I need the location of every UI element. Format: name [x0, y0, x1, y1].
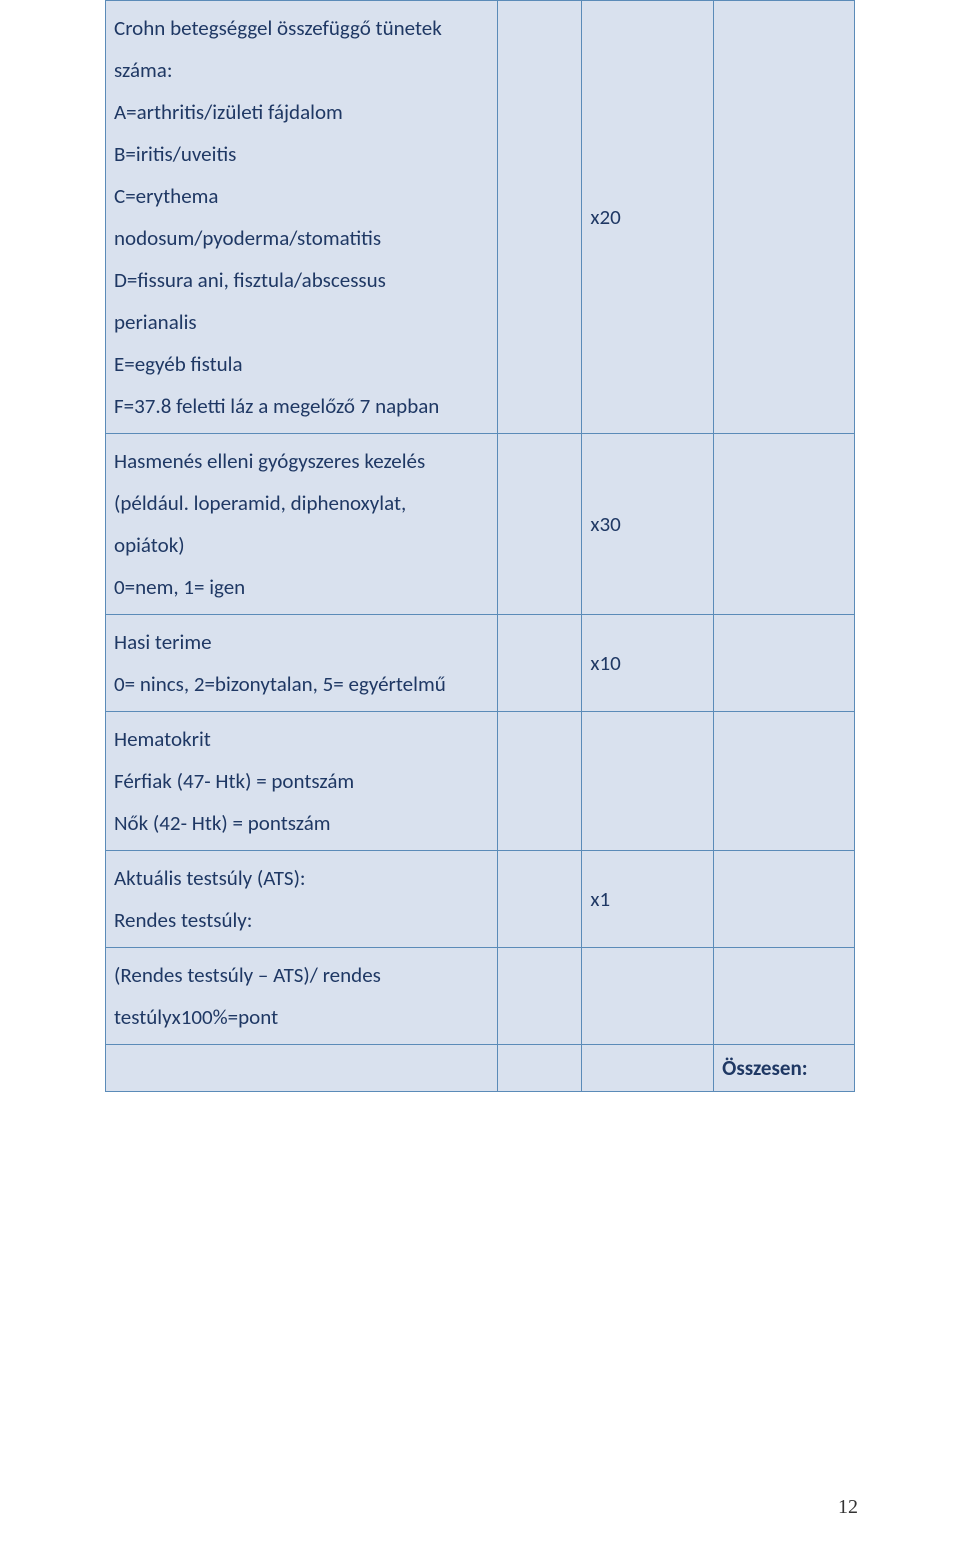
- multiplier-cell: x20: [582, 1, 714, 434]
- cell-line: Férfiak (47- Htk) = pontszám: [114, 760, 489, 802]
- cell-line: F=37.8 feletti láz a megelőző 7 napban: [114, 385, 489, 427]
- cell-line: 0= nincs, 2=bizonytalan, 5= egyértelmű: [114, 663, 489, 705]
- criteria-cell: (Rendes testsúly – ATS)/ rendes testúlyx…: [106, 948, 498, 1045]
- cell-line: opiátok): [114, 524, 489, 566]
- multiplier-cell: [582, 712, 714, 851]
- cell-line: nodosum/pyoderma/stomatitis: [114, 217, 489, 259]
- cell-line: Rendes testsúly:: [114, 899, 489, 941]
- cell-line: Hasmenés elleni gyógyszeres kezelés: [114, 440, 489, 482]
- cell-line: 0=nem, 1= igen: [114, 566, 489, 608]
- cell-line: (Rendes testsúly – ATS)/ rendes: [114, 954, 489, 996]
- multiplier-cell: x10: [582, 615, 714, 712]
- cell-line: B=iritis/uveitis: [114, 133, 489, 175]
- value-cell: [497, 434, 582, 615]
- table-row: Hematokrit Férfiak (47- Htk) = pontszám …: [106, 712, 855, 851]
- cell-line: Hasi terime: [114, 621, 489, 663]
- footer-cell: [582, 1045, 714, 1092]
- score-cell: [714, 1, 855, 434]
- page-number: 12: [838, 1496, 858, 1519]
- multiplier-cell: x30: [582, 434, 714, 615]
- page-container: Crohn betegséggel összefüggő tünetek szá…: [0, 0, 960, 1092]
- value-cell: [497, 851, 582, 948]
- criteria-cell: Hematokrit Férfiak (47- Htk) = pontszám …: [106, 712, 498, 851]
- table-row: Aktuális testsúly (ATS): Rendes testsúly…: [106, 851, 855, 948]
- criteria-cell: Hasi terime 0= nincs, 2=bizonytalan, 5= …: [106, 615, 498, 712]
- cell-line: A=arthritis/izületi fájdalom: [114, 91, 489, 133]
- footer-cell: [106, 1045, 498, 1092]
- score-cell: [714, 712, 855, 851]
- cell-line: perianalis: [114, 301, 489, 343]
- table-row: (Rendes testsúly – ATS)/ rendes testúlyx…: [106, 948, 855, 1045]
- score-cell: [714, 615, 855, 712]
- cell-line: Nők (42- Htk) = pontszám: [114, 802, 489, 844]
- table-row: Hasmenés elleni gyógyszeres kezelés (pél…: [106, 434, 855, 615]
- value-cell: [497, 1, 582, 434]
- score-cell: [714, 434, 855, 615]
- scoring-table: Crohn betegséggel összefüggő tünetek szá…: [105, 0, 855, 1092]
- cell-line: E=egyéb fistula: [114, 343, 489, 385]
- multiplier-cell: [582, 948, 714, 1045]
- footer-cell: [497, 1045, 582, 1092]
- multiplier-cell: x1: [582, 851, 714, 948]
- criteria-cell: Crohn betegséggel összefüggő tünetek szá…: [106, 1, 498, 434]
- total-label-cell: Összesen:: [714, 1045, 855, 1092]
- cell-line: C=erythema: [114, 175, 489, 217]
- cell-line: Crohn betegséggel összefüggő tünetek: [114, 7, 489, 49]
- score-cell: [714, 948, 855, 1045]
- value-cell: [497, 615, 582, 712]
- cell-line: Hematokrit: [114, 718, 489, 760]
- score-cell: [714, 851, 855, 948]
- value-cell: [497, 712, 582, 851]
- table-footer-row: Összesen:: [106, 1045, 855, 1092]
- cell-line: testúlyx100%=pont: [114, 996, 489, 1038]
- value-cell: [497, 948, 582, 1045]
- table-row: Crohn betegséggel összefüggő tünetek szá…: [106, 1, 855, 434]
- criteria-cell: Hasmenés elleni gyógyszeres kezelés (pél…: [106, 434, 498, 615]
- cell-line: száma:: [114, 49, 489, 91]
- criteria-cell: Aktuális testsúly (ATS): Rendes testsúly…: [106, 851, 498, 948]
- cell-line: (például. loperamid, diphenoxylat,: [114, 482, 489, 524]
- cell-line: Aktuális testsúly (ATS):: [114, 857, 489, 899]
- cell-line: D=fissura ani, fisztula/abscessus: [114, 259, 489, 301]
- table-row: Hasi terime 0= nincs, 2=bizonytalan, 5= …: [106, 615, 855, 712]
